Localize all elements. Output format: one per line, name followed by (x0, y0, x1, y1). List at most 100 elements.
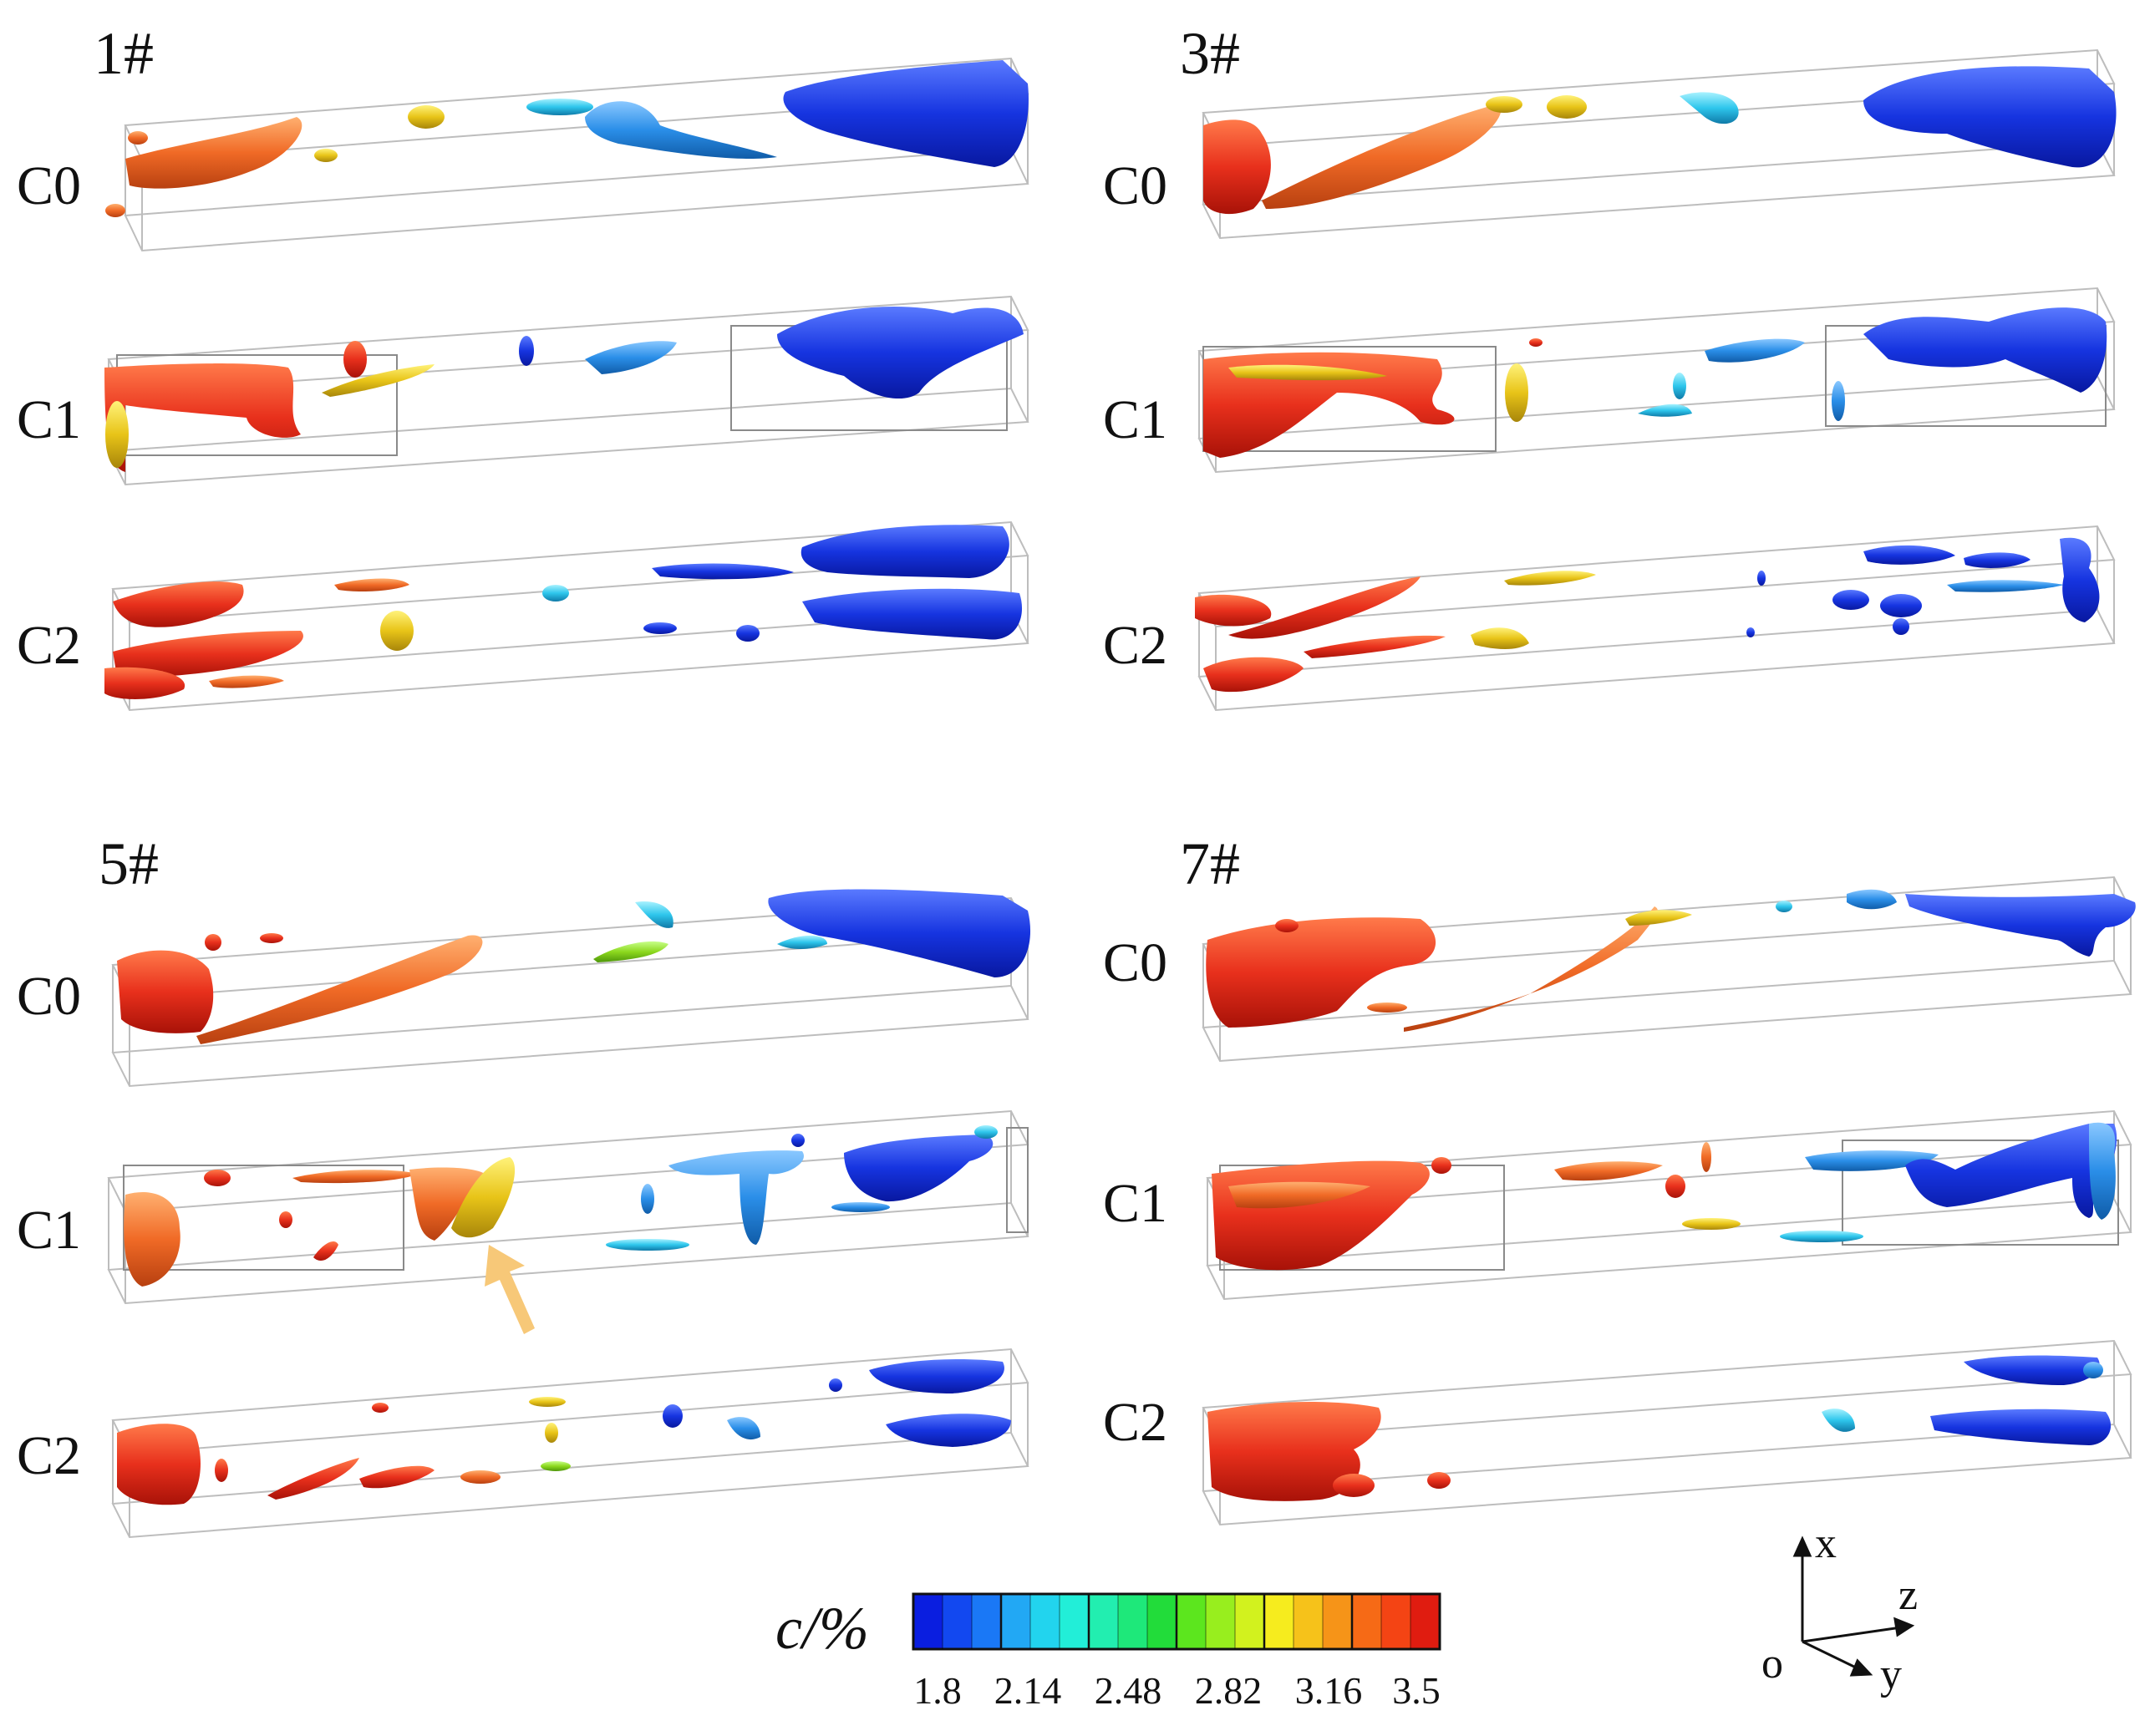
isosurface-lightblue (777, 935, 827, 949)
colorbar-cell (1206, 1594, 1236, 1649)
row-label-5-c2: C2 (17, 1425, 82, 1486)
panel-7-c0 (1202, 876, 2136, 1063)
isosurface-yellow (1682, 1218, 1741, 1230)
colorbar-cell (1060, 1594, 1090, 1649)
highlight-arrow-shape (485, 1245, 535, 1334)
colorbar-cell (1089, 1594, 1119, 1649)
isosurface-cyan (635, 901, 673, 928)
panel-1-c2 (104, 520, 1029, 712)
isosurface-blue (1863, 545, 1955, 565)
isosurface-yellow (380, 611, 414, 651)
colorbar-tick: 2.48 (1094, 1669, 1162, 1712)
isosurface-blue (652, 563, 794, 580)
colorbar-label: c/% (775, 1595, 869, 1662)
isosurface-blue (1905, 1124, 2117, 1218)
colorbar-cell (913, 1594, 943, 1649)
colorbar (912, 1592, 1441, 1651)
colorbar-tick: 2.82 (1194, 1669, 1263, 1712)
row-label-3-c1: C1 (1103, 389, 1168, 450)
isosurface-red (1431, 1157, 1451, 1174)
panel-title-5: 5# (99, 830, 159, 897)
isosurface-yellow (1625, 910, 1692, 926)
isosurface-orange (209, 675, 284, 688)
isosurface-blue (643, 622, 677, 634)
panel-3-c0 (1202, 48, 2117, 240)
isosurface-blue (783, 60, 1029, 167)
isosurface-cyan (1680, 92, 1739, 124)
isosurface-blue (777, 307, 1024, 399)
isosurface-cyan (1638, 404, 1692, 417)
isosurface-lightblue (585, 341, 677, 374)
isosurface-green (541, 1461, 571, 1471)
colorbar-tick: 1.8 (913, 1669, 962, 1712)
isosurface-red (1206, 917, 1436, 1028)
isosurface-blue (1880, 594, 1922, 617)
isosurface-red (1275, 919, 1299, 932)
axis-label-x: x (1815, 1520, 1837, 1567)
isosurface-red (260, 933, 283, 943)
isosurface-yellow (529, 1397, 566, 1407)
colorbar-tick: 3.16 (1294, 1669, 1363, 1712)
isosurface-yellow (105, 401, 129, 468)
isosurface-yellow (451, 1157, 516, 1238)
isosurface-lightblue (585, 101, 777, 159)
row-label-5-c0: C0 (17, 966, 82, 1027)
axis-label-origin: o (1761, 1640, 1783, 1688)
colorbar-cell (1147, 1594, 1177, 1649)
colorbar-cell (1410, 1594, 1441, 1649)
isosurface-lightblue (668, 1150, 804, 1245)
isosurface-blue (1863, 307, 2107, 393)
isosurface-orange (334, 578, 409, 591)
isosurface-blue (736, 625, 760, 642)
row-label-1-c2: C2 (17, 615, 82, 676)
isosurface-lightblue (1705, 338, 1805, 363)
isosurface-red (1228, 576, 1421, 639)
panel-5-c0 (111, 889, 1031, 1088)
isosurface-orange (105, 204, 125, 217)
isosurface-red (1212, 1160, 1430, 1271)
isosurface-cyan (1673, 373, 1686, 399)
row-label-7-c2: C2 (1103, 1392, 1168, 1453)
isosurface-blue (768, 889, 1031, 977)
colorbar-cell (1264, 1594, 1294, 1649)
isosurface-orange (322, 364, 435, 397)
isosurface-red (1529, 338, 1543, 347)
isosurface-red (1207, 1402, 1381, 1501)
isosurface-blue (1863, 66, 2117, 168)
subdomain-box (123, 1127, 1029, 1271)
isosurface-blue (2083, 1362, 2103, 1378)
isosurface-lightblue (2089, 1122, 2116, 1220)
highlight-arrow (485, 1245, 535, 1334)
isosurface-blue (1930, 1409, 2112, 1445)
row-label-3-c2: C2 (1103, 615, 1168, 676)
isosurface-lightblue (1832, 381, 1845, 421)
isosurface-orange (196, 935, 483, 1044)
colorbar-cell (1030, 1594, 1060, 1649)
isosurface-yellow (314, 149, 338, 162)
isosurface-orange (1701, 1142, 1711, 1172)
isosurface-orange (124, 1191, 180, 1287)
isosurface-blue (802, 588, 1023, 640)
isosurface-cyan (1780, 1231, 1863, 1242)
isosurface-blue (1964, 1355, 2100, 1385)
isosurface-cyan (526, 99, 593, 115)
isosurface-orange (125, 117, 302, 189)
isosurface-orange (1486, 96, 1522, 113)
panel-title-3: 3# (1180, 20, 1240, 87)
isosurface-red (359, 1465, 435, 1489)
panel-3-c2 (1195, 525, 2116, 712)
isosurface-orange (1262, 104, 1502, 209)
isosurface-blue (886, 1414, 1011, 1447)
isosurface-orange (128, 131, 148, 145)
isosurface-red (113, 581, 244, 627)
isosurface-orange (1404, 906, 1658, 1032)
isosurface-blue (1757, 571, 1766, 586)
isosurface-orange (1228, 1181, 1370, 1209)
isosurface-lightblue (641, 1184, 654, 1214)
panel-5-c1 (107, 1109, 1029, 1305)
isosurface-blue (829, 1378, 842, 1392)
isosurface-red (343, 341, 367, 378)
isosurface-cyan (593, 941, 668, 962)
isosurface-red (267, 1458, 359, 1500)
